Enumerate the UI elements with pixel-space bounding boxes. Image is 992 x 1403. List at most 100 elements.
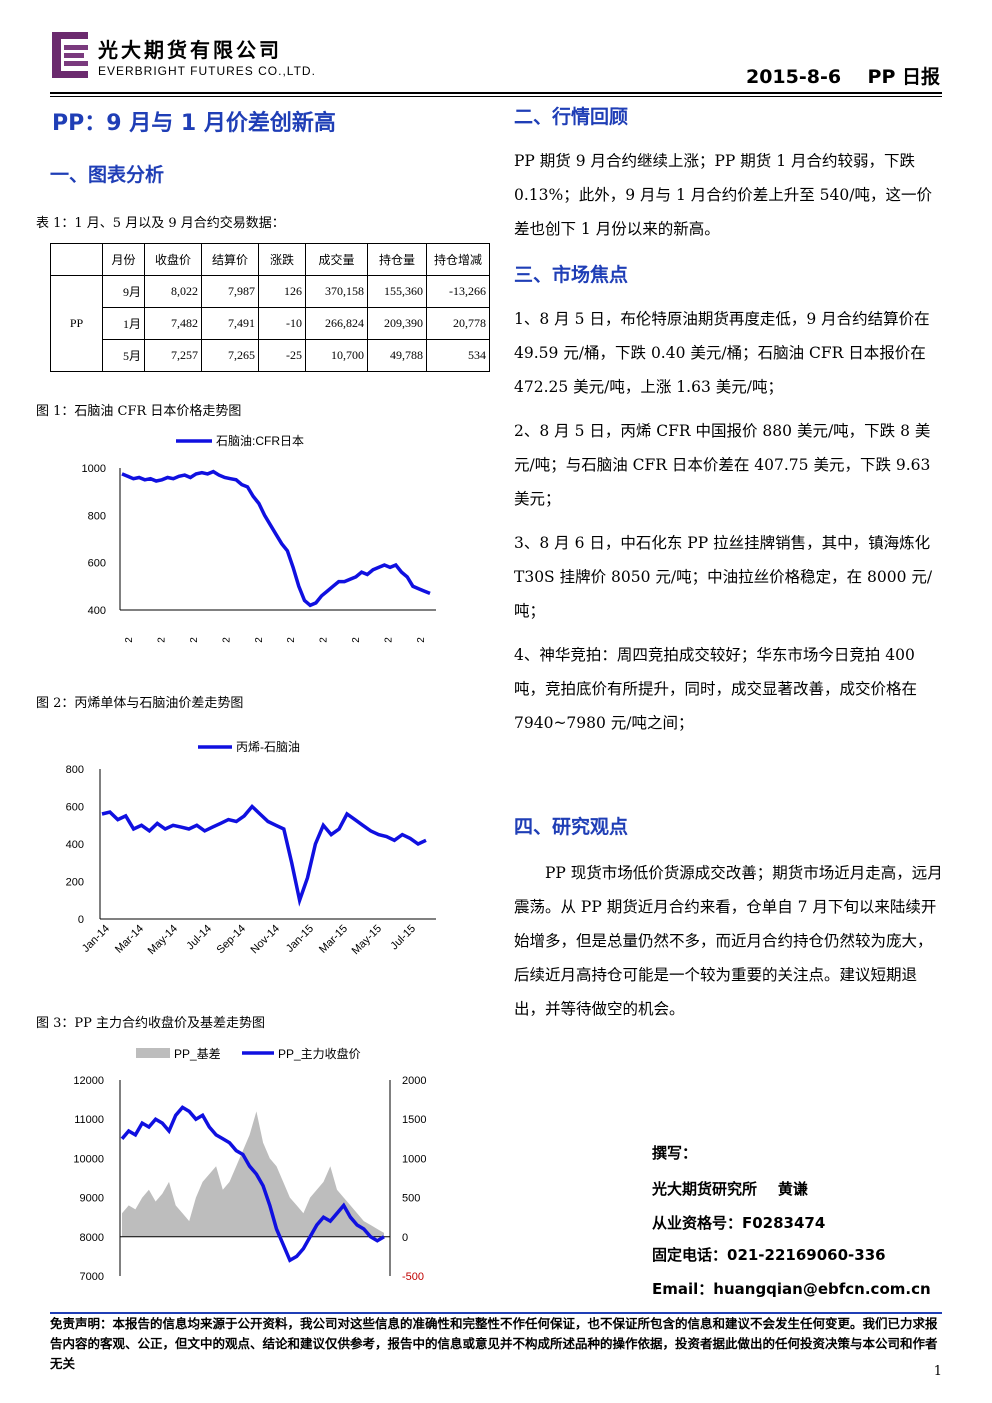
focus-item: 1、8 月 5 日，布伦特原油期货再度走低，9 月合约结算价在 49.59 元/…: [514, 310, 930, 396]
y-tick-label-right: 2000: [402, 1075, 426, 1087]
x-tick-label: 2: [319, 637, 330, 643]
x-tick-label: Jul-15: [388, 923, 418, 953]
y-tick-label: 800: [66, 764, 84, 776]
focus-item: 4、神华竞拍：周四竞拍成交较好；华东市场今日竞拍 400 吨，竞拍底价有所提升，…: [514, 646, 918, 732]
x-tick-label: Mar-14: [113, 923, 146, 956]
focus-item: 3、8 月 6 日，中石化东 PP 拉丝挂牌销售，其中，镇海炼化 T30S 挂牌…: [514, 534, 933, 620]
report-date-title: 2015-8-6 PP 日报: [745, 66, 940, 88]
table-header: 月份: [102, 243, 145, 276]
disclaimer-text: 免责声明：本报告的信息均来源于公开资料，我公司对这些信息的准确性和完整性不作任何…: [50, 1316, 938, 1371]
x-tick-label: Jan-15: [284, 923, 316, 955]
x-tick-label: Mar-15: [317, 923, 350, 956]
y-tick-label-left: 9000: [80, 1193, 104, 1205]
y-tick-label-right: 1500: [402, 1114, 426, 1126]
table-cell: 370,158: [305, 275, 368, 308]
table-cell: 534: [426, 339, 490, 372]
y-tick-label-right: 500: [402, 1193, 420, 1205]
table-cell: 8,022: [144, 275, 202, 308]
focus-list: 1、8 月 5 日，布伦特原油期货再度走低，9 月合约结算价在 49.59 元/…: [514, 302, 944, 740]
table-cell: 10,700: [305, 339, 368, 372]
disclaimer-divider: [50, 1312, 942, 1392]
legend-label-price: PP_主力收盘价: [278, 1046, 361, 1061]
table-cell: 266,824: [305, 307, 368, 340]
table-cell: 7,257: [144, 339, 202, 372]
y-tick-label-left: 8000: [80, 1232, 104, 1244]
author-license: 从业资格号：F0283474: [652, 1214, 826, 1232]
table-cell: 155,360: [367, 275, 427, 308]
table-cell: 49,788: [367, 339, 427, 372]
x-tick-label: 2: [254, 637, 265, 643]
section-title-analysis: 一、图表分析: [50, 164, 165, 186]
legend-label: 丙烯-石脑油: [236, 740, 300, 754]
y-tick-label-right: 0: [402, 1232, 408, 1244]
table-cell: 9月: [102, 275, 145, 308]
table-cell: 126: [258, 275, 306, 308]
header-divider: [50, 92, 942, 94]
table-header: 涨跌: [258, 243, 306, 276]
opinion-paragraph: PP 现货市场低价货源成交改善；期货市场近月走高，远月震荡。从 PP 期货近月合…: [514, 856, 944, 1026]
table-header: 持仓增减: [426, 243, 490, 276]
y-tick-label: 1000: [82, 463, 106, 475]
figure3-caption: 图 3：PP 主力合约收盘价及基差走势图: [36, 1016, 266, 1031]
y-tick-label-left: 12000: [73, 1075, 104, 1087]
table-cell: 7,265: [201, 339, 259, 372]
y-tick-label: 200: [66, 877, 84, 889]
y-tick-label-left: 11000: [74, 1114, 104, 1126]
basis-area: [122, 1111, 384, 1237]
table-corner-cell: [50, 243, 103, 276]
company-name-en: EVERBRIGHT FUTURES CO.,LTD.: [98, 64, 316, 78]
section-title-opinion: 四、研究观点: [514, 816, 629, 838]
table-header: 收盘价: [144, 243, 202, 276]
page-number: 1: [933, 1364, 942, 1379]
y-tick-label-left: 7000: [80, 1271, 104, 1283]
y-tick-label-right: 1000: [402, 1153, 426, 1165]
price-line: [120, 1105, 385, 1263]
author-label: 撰写：: [652, 1144, 698, 1162]
table-cell: -13,266: [426, 275, 490, 308]
table-row: 5月 7,257 7,265 -25 10,700 49,788 534: [51, 339, 490, 372]
table-cell: 209,390: [367, 307, 427, 340]
table-header-row: 月份 收盘价 结算价 涨跌 成交量 持仓量 持仓增减: [50, 243, 490, 276]
author-org: 光大期货研究所 黄谦: [652, 1180, 808, 1198]
opinion-text: PP 现货市场低价货源成交改善；期货市场近月走高，远月震荡。从 PP 期货近月合…: [514, 864, 943, 1018]
table-cell: 1月: [102, 307, 145, 340]
author-email[interactable]: Email：huangqian@ebfcn.com.cn: [652, 1280, 931, 1298]
table-cell: 7,491: [201, 307, 259, 340]
review-text: PP 期货 9 月合约继续上涨；PP 期货 1 月合约较弱，下跌 0.13%；此…: [514, 152, 932, 238]
x-tick-label: 2: [189, 637, 200, 643]
section-title-review: 二、行情回顾: [514, 106, 629, 128]
y-tick-label-left: 10000: [73, 1153, 104, 1165]
table-cell: -10: [258, 307, 306, 340]
review-paragraph: PP 期货 9 月合约继续上涨；PP 期货 1 月合约较弱，下跌 0.13%；此…: [514, 144, 944, 246]
table-caption: 表 1：1 月、5 月以及 9 月合约交易数据：: [36, 216, 285, 231]
y-tick-label: 400: [88, 605, 106, 617]
table-header: 结算价: [201, 243, 259, 276]
y-tick-label: 800: [88, 510, 106, 522]
header-divider-thin: [50, 96, 942, 97]
x-tick-label: 2: [124, 637, 135, 643]
company-name-cn: 光大期货有限公司: [98, 38, 282, 62]
focus-item: 2、8 月 5 日，丙烯 CFR 中国报价 880 美元/吨，下跌 8 美元/吨…: [514, 422, 931, 508]
y-tick-label: 400: [66, 839, 84, 851]
company-logo-icon: [52, 32, 88, 78]
table-header: 成交量: [305, 243, 368, 276]
table-group-label: PP: [50, 275, 103, 372]
series-line: [101, 803, 427, 907]
x-tick-label: Sep-14: [215, 923, 249, 957]
contract-data-table: 月份 收盘价 结算价 涨跌 成交量 持仓量 持仓增减 PP 9月 8,022 7…: [50, 243, 490, 372]
y-tick-label-right: -500: [402, 1271, 424, 1283]
x-tick-label: Jul-14: [184, 923, 214, 953]
y-tick-label: 0: [78, 914, 84, 926]
table-cell: 7,987: [201, 275, 259, 308]
section-title-focus: 三、市场焦点: [514, 264, 629, 286]
legend-swatch-basis: [136, 1048, 170, 1058]
table-cell: -25: [258, 339, 306, 372]
table-cell: 5月: [102, 339, 145, 372]
table-cell: 7,482: [144, 307, 202, 340]
report-title: PP：9 月与 1 月价差创新高: [52, 111, 336, 136]
figure2-caption: 图 2：丙烯单体与石脑油价差走势图: [36, 696, 244, 711]
figure1-caption: 图 1：石脑油 CFR 日本价格走势图: [36, 404, 242, 419]
table-row: PP 9月 8,022 7,987 126 370,158 155,360 -1…: [50, 275, 490, 372]
chart-pp-price-basis: 12000 11000 10000 9000 8000 7000 2000 1500 1000 5…: [73, 1046, 426, 1283]
